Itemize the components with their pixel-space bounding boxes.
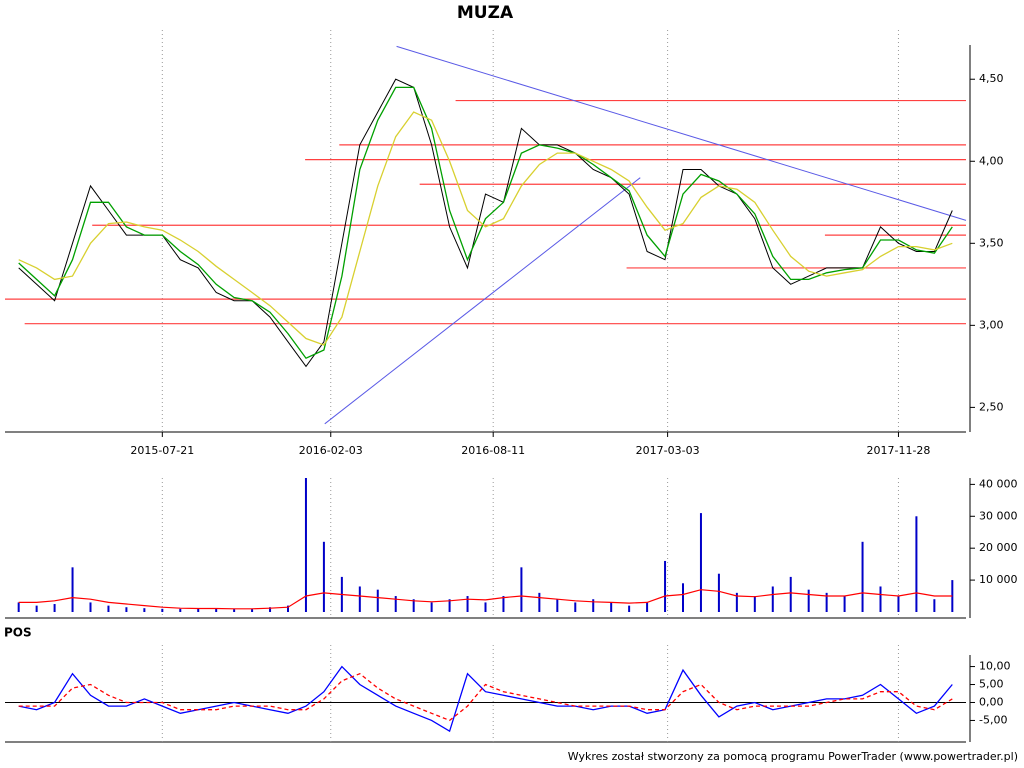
line-series xyxy=(18,78,953,368)
bar xyxy=(484,602,487,612)
bar xyxy=(143,608,146,612)
line-series xyxy=(18,111,953,346)
trend-line xyxy=(324,177,641,425)
bar xyxy=(35,605,38,612)
y-tick-label: 3,00 xyxy=(979,318,1004,331)
bar xyxy=(430,602,433,612)
bar xyxy=(358,586,361,612)
bar xyxy=(628,605,631,612)
bar xyxy=(448,599,451,612)
panel-title: POS xyxy=(4,626,32,640)
bar xyxy=(215,608,218,612)
y-tick-label: 3,50 xyxy=(979,236,1004,249)
bar xyxy=(753,596,756,612)
bar xyxy=(771,586,774,612)
bar xyxy=(322,541,325,612)
bar xyxy=(394,596,397,612)
line-series xyxy=(18,665,953,733)
bar xyxy=(502,596,505,612)
bar xyxy=(915,516,918,612)
bar xyxy=(251,608,254,612)
y-tick-label: -5,00 xyxy=(979,713,1007,726)
bar xyxy=(556,599,559,612)
bar xyxy=(412,599,415,612)
x-tick-label: 2017-03-03 xyxy=(636,444,700,457)
y-tick-label: 2,50 xyxy=(979,400,1004,413)
bar xyxy=(825,592,828,612)
bar xyxy=(125,607,128,612)
bar xyxy=(933,599,936,612)
bar xyxy=(179,608,182,612)
x-tick-label: 2015-07-21 xyxy=(130,444,194,457)
bar xyxy=(735,592,738,612)
y-tick-label: 0,00 xyxy=(979,695,1004,708)
bar xyxy=(269,607,272,612)
y-tick-label: 4,50 xyxy=(979,72,1004,85)
bar xyxy=(807,589,810,612)
bar xyxy=(304,478,307,612)
bar xyxy=(646,602,649,612)
bar xyxy=(520,567,523,612)
bar xyxy=(161,608,164,612)
bar xyxy=(610,602,613,612)
trend-line xyxy=(396,45,967,221)
x-tick-label: 2016-02-03 xyxy=(299,444,363,457)
bar xyxy=(89,602,92,612)
line-series xyxy=(18,589,953,610)
bar xyxy=(71,567,74,612)
bar xyxy=(107,605,110,612)
y-tick-label: 20 000 xyxy=(979,541,1018,554)
x-tick-label: 2016-08-11 xyxy=(461,444,525,457)
bar xyxy=(17,602,20,612)
bar xyxy=(538,592,541,612)
bar xyxy=(53,604,56,612)
bar xyxy=(664,560,667,612)
line-series xyxy=(18,672,953,722)
line-series xyxy=(18,86,953,360)
bar xyxy=(843,596,846,612)
bar xyxy=(951,580,954,612)
footer: Wykres został stworzony za pomocą progra… xyxy=(568,750,1018,763)
bar xyxy=(699,513,702,612)
bar xyxy=(466,596,469,612)
bar xyxy=(897,596,900,612)
y-tick-label: 40 000 xyxy=(979,477,1018,490)
y-tick-label: 10 000 xyxy=(979,573,1018,586)
bar xyxy=(592,599,595,612)
bar xyxy=(197,608,200,612)
bar xyxy=(574,602,577,612)
x-tick-label: 2017-11-28 xyxy=(866,444,930,457)
bar xyxy=(286,605,289,612)
bar xyxy=(717,573,720,612)
y-tick-label: 10,00 xyxy=(979,660,1011,673)
bar xyxy=(789,576,792,612)
y-tick-label: 30 000 xyxy=(979,509,1018,522)
bar xyxy=(233,609,236,612)
y-tick-label: 5,00 xyxy=(979,678,1004,691)
bar xyxy=(879,586,882,612)
bar xyxy=(682,583,685,612)
y-tick-label: 4,00 xyxy=(979,154,1004,167)
chart-title: MUZA xyxy=(457,3,514,23)
bar xyxy=(861,541,864,612)
bar xyxy=(376,589,379,612)
